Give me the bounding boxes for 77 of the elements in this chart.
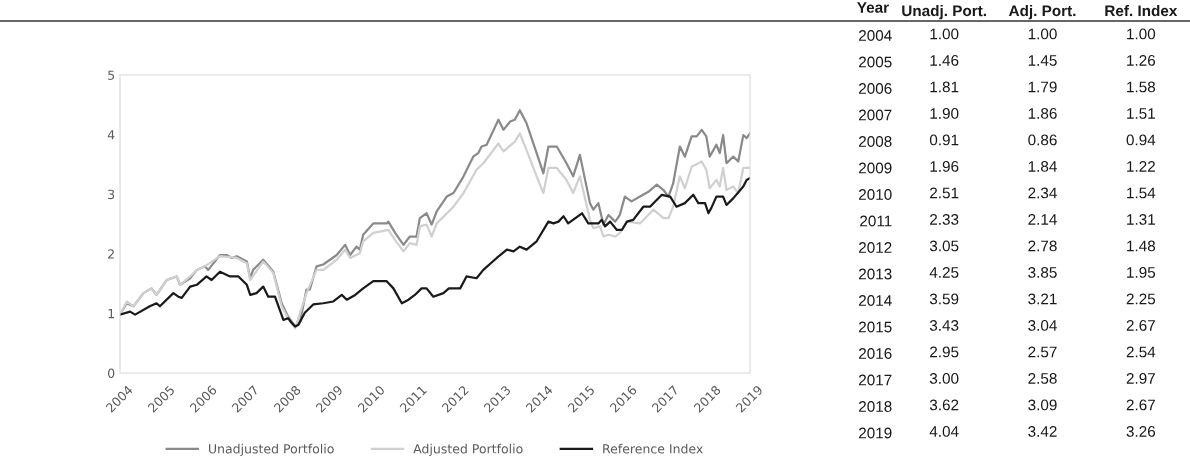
data-label: 3.04 [1028,320,1057,331]
data-label: 1.90 [930,108,959,119]
legend-label: Unadjusted Portfolio [209,443,334,456]
data-label: 3.85 [1028,267,1057,278]
data-label: 1.84 [1028,161,1057,172]
data-label: 3.09 [1028,399,1057,411]
data-label: 1.96 [930,161,959,172]
data-label: 4.04 [929,426,959,437]
data-label: 3.21 [1028,293,1057,305]
data-label: 2.97 [1126,373,1155,384]
data-label: 1.22 [1127,161,1155,172]
data-label: 2.33 [930,214,959,225]
data-label: 1.31 [1127,214,1155,225]
y-tick-label: 2008 [859,136,892,147]
data-label: 2.95 [930,346,959,358]
data-label: 1.00 [1028,28,1057,40]
y-tick-label: 2010 [859,189,892,200]
y-tick-label: 2015 [859,321,892,333]
data-label: 3.43 [929,320,959,331]
data-label: 1.45 [1028,55,1057,66]
data-label: 2.14 [1028,214,1057,225]
x-tick-label: Adj. Port. [1008,4,1076,20]
y-tick-label: 2004 [859,30,892,41]
data-label: 1.95 [1127,267,1156,278]
data-label: 3.62 [929,399,959,411]
y-tick-label: 0 [108,368,115,378]
data-label: 2.51 [930,187,959,199]
data-label: 2.25 [1126,293,1156,305]
legend-label: Adjusted Portfolio [413,443,523,456]
y-tick-label: 2 [108,249,114,259]
x-tick-label: Ref. Index [1105,4,1178,17]
y-tick-label: 2009 [859,162,892,174]
data-label: 1.00 [930,28,959,40]
legend-label: Reference Index [603,443,703,454]
data-label: 1.26 [1127,55,1156,66]
data-label: 2.57 [1028,346,1057,358]
y-tick-label: 3 [108,189,115,200]
data-label: 3.00 [929,373,959,384]
data-label: 1.79 [1028,81,1057,93]
data-label: 2.58 [1028,373,1057,384]
data-label: 3.59 [929,293,959,305]
data-label: 2.78 [1028,240,1057,252]
data-label: 1.54 [1127,187,1156,199]
y-tick-label: 1 [108,309,114,319]
data-label: 0.91 [929,134,959,146]
y-tick-label: 2011 [860,215,892,227]
y-tick-label: 2016 [859,348,892,359]
data-label: 2.67 [1126,399,1155,411]
data-label: 3.42 [1028,426,1057,437]
y-tick-label: 2005 [859,56,892,68]
data-label: 2.34 [1028,187,1057,199]
data-label: 1.51 [1127,108,1155,119]
data-label: 3.26 [1126,426,1156,437]
data-label: 1.86 [1028,108,1057,119]
data-label: 3.05 [929,240,959,252]
y-tick-label: 2012 [859,242,892,253]
data-label: 2.67 [1126,320,1155,331]
data-label: 1.48 [1127,240,1156,252]
y-axis-title: Year [857,2,889,13]
data-label: 1.81 [930,81,959,93]
data-label: 1.46 [930,55,959,66]
line-series [120,177,750,328]
data-label: 1.58 [1127,81,1156,93]
y-tick-label: 2019 [859,427,892,439]
y-tick-label: 5 [108,70,115,80]
y-tick-label: 2014 [859,295,892,306]
x-tick-label: Unadj. Port. [902,4,986,20]
data-label: 4.25 [929,267,959,278]
y-tick-label: 2013 [859,268,892,280]
y-tick-label: 4 [107,130,115,140]
data-label: 0.86 [1028,134,1057,146]
data-label: 1.00 [1127,28,1156,40]
y-tick-label: 2007 [859,109,892,121]
data-label: 2.54 [1126,346,1156,358]
y-tick-label: 2017 [859,374,892,386]
y-tick-label: 2006 [859,83,892,94]
data-label: 0.94 [1126,134,1156,146]
